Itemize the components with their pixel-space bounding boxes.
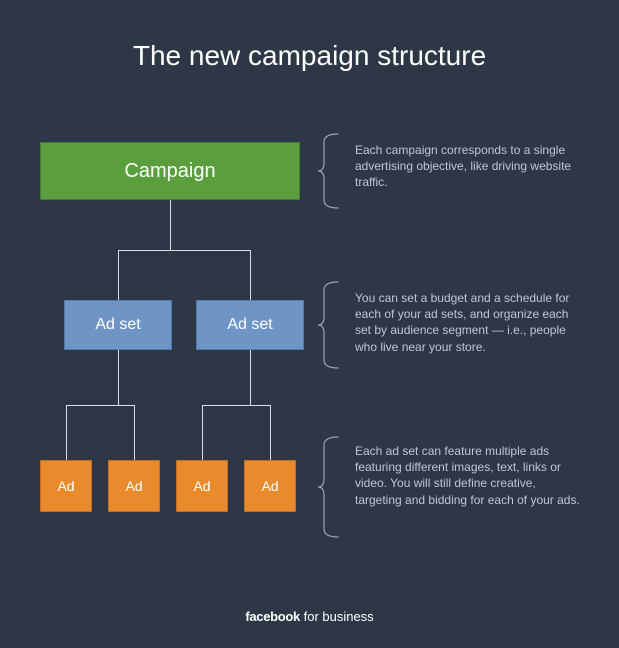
connector-line [134,405,135,460]
connector-line [250,250,251,300]
campaign-brace-icon [318,132,340,215]
ad-node: Ad [108,460,160,512]
connector-line [66,405,134,406]
campaign-node: Campaign [40,142,300,200]
connector-line [118,350,119,405]
connector-line [118,250,119,300]
connector-line [66,405,67,460]
connector-line [170,200,171,250]
connector-line [118,250,250,251]
ad-node: Ad [40,460,92,512]
ad-node: Ad [176,460,228,512]
diagram-canvas: The new campaign structure Campaign Ad se… [0,0,619,648]
adset-description: You can set a budget and a schedule for … [355,290,585,355]
campaign-description: Each campaign corresponds to a single ad… [355,142,585,191]
diagram-title: The new campaign structure [0,40,619,72]
ad-node: Ad [244,460,296,512]
footer-brand: facebook for business [0,609,619,624]
adset-node: Ad set [64,300,172,350]
adset-brace-icon [318,280,340,375]
ad-description: Each ad set can feature multiple ads fea… [355,443,585,508]
adset-node: Ad set [196,300,304,350]
footer-brand-sub: for business [300,609,374,624]
ad-brace-icon [318,435,340,544]
footer-brand-name: facebook [245,609,300,624]
connector-line [250,350,251,405]
connector-line [270,405,271,460]
connector-line [202,405,203,460]
connector-line [202,405,270,406]
